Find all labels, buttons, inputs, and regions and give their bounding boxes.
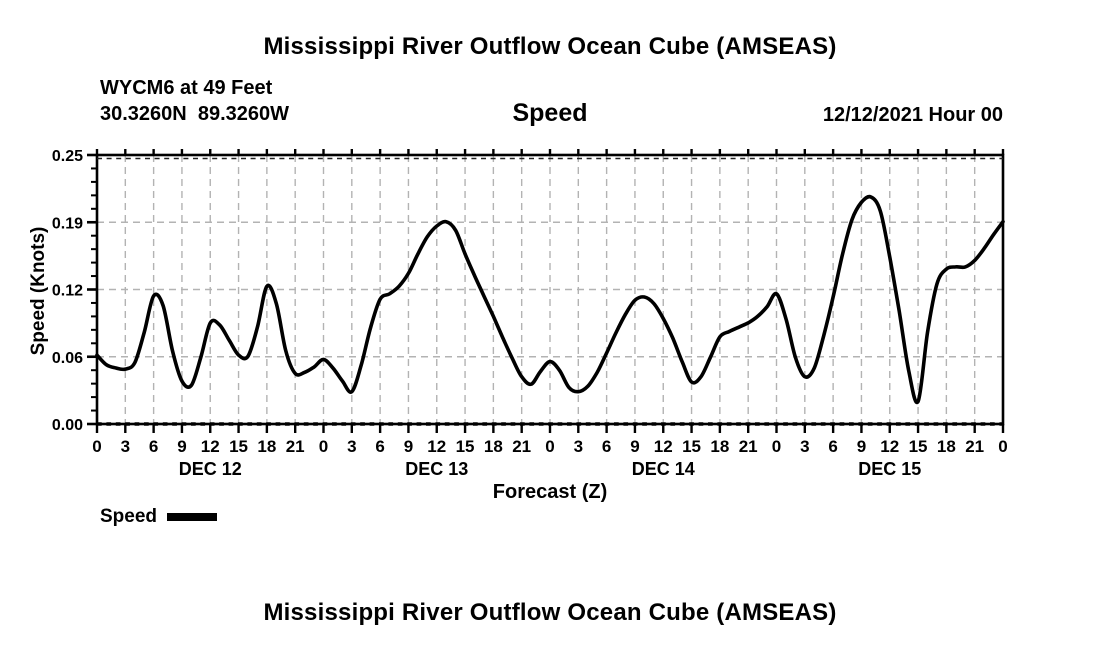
y-axis-title: Speed (Knots) [28,226,49,356]
x-tick-label: 21 [739,437,758,456]
x-tick-label: 18 [484,437,503,456]
next-chart-title: Mississippi River Outflow Ocean Cube (AM… [263,599,837,626]
x-tick-label: 21 [286,437,305,456]
variable-header: Speed [512,99,588,127]
legend-line-swatch [167,513,218,521]
x-tick-label: 0 [998,437,1007,456]
page-title: Mississippi River Outflow Ocean Cube (AM… [263,33,837,60]
day-label: DEC 13 [405,459,468,479]
y-tick-label: 0.25 [52,148,83,165]
x-tick-label: 6 [375,437,384,456]
x-tick-label: 0 [545,437,554,456]
x-tick-label: 21 [512,437,531,456]
legend-label: Speed [100,506,158,527]
x-tick-label: 6 [828,437,837,456]
day-label: DEC 12 [179,459,242,479]
x-tick-label: 12 [201,437,220,456]
x-tick-label: 18 [937,437,956,456]
x-tick-label: 9 [857,437,866,456]
x-tick-label: 9 [404,437,413,456]
x-tick-label: 12 [880,437,899,456]
y-tick-label: 0.19 [52,215,83,232]
speed-line [95,194,1005,405]
x-tick-label: 15 [229,437,248,456]
x-tick-label: 3 [800,437,809,456]
x-tick-label: 9 [630,437,639,456]
y-tick-label: 0.12 [52,283,83,300]
x-tick-label: 15 [682,437,701,456]
y-tick-label: 0.00 [52,417,83,434]
x-tick-label: 3 [121,437,130,456]
x-axis-title: Forecast (Z) [492,481,608,503]
x-tick-label: 9 [177,437,186,456]
x-tick-label: 18 [710,437,729,456]
x-tick-label: 0 [319,437,328,456]
day-label: DEC 14 [632,459,695,479]
station-coordinates-label: 30.3260N 89.3260W [100,103,290,125]
x-tick-label: 18 [257,437,276,456]
x-tick-label: 0 [92,437,101,456]
x-tick-label: 6 [149,437,158,456]
x-tick-label: 6 [602,437,611,456]
x-tick-label: 3 [574,437,583,456]
x-tick-label: 15 [909,437,928,456]
legend: Speed [100,506,218,528]
y-tick-label: 0.06 [52,350,83,367]
station-id-label: WYCM6 at 49 Feet [100,77,273,99]
day-label: DEC 15 [858,459,921,479]
run-datetime-label: 12/12/2021 Hour 00 [822,104,1003,126]
x-tick-label: 3 [347,437,356,456]
x-tick-label: 21 [965,437,984,456]
x-tick-label: 0 [772,437,781,456]
x-tick-label: 12 [654,437,673,456]
x-tick-label: 12 [427,437,446,456]
x-tick-label: 15 [456,437,475,456]
